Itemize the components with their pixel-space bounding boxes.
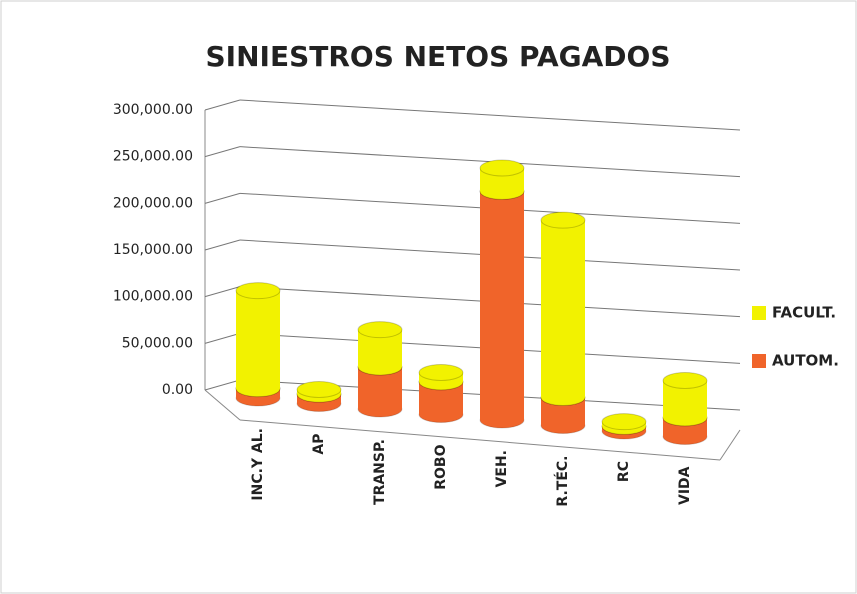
cylinder-top [418,364,464,381]
floor-edge [204,389,241,421]
cylinder-top [601,413,647,431]
y-tick-label: 150,000.00 [113,242,193,258]
bar [236,290,280,389]
y-tick-label: 300,000.00 [113,102,193,118]
x-tick-label: AP [311,434,327,455]
legend-swatch [752,306,766,320]
legend-swatch [752,354,766,368]
legend-label: FACULT. [772,304,836,322]
x-tick-label: TRANSP. [372,439,388,505]
x-tick-label: R.TÉC. [554,456,571,507]
grid-line [204,332,241,344]
floor-edge [239,419,721,461]
x-tick-label: ROBO [433,444,449,489]
grid-line [239,99,741,131]
bar [541,220,585,398]
y-tick-label: 50,000.00 [122,335,193,351]
bar [480,191,524,420]
grid-line [204,192,241,204]
grid-line [204,146,241,158]
cylinder-top [296,381,342,398]
x-tick-label: RC [616,461,632,482]
cylinder-top [662,372,708,389]
x-tick-label: VIDA [677,466,693,505]
x-tick-label: INC.Y AL. [250,428,266,501]
chart-title: SINIESTROS NETOS PAGADOS [206,40,671,73]
cylinder-top [479,159,525,177]
cylinder-top [357,321,403,339]
grid-line [204,379,241,391]
grid-line [204,239,241,251]
y-tick-label: 200,000.00 [113,195,193,211]
cylinder-top [540,211,586,229]
cylinder-top [235,282,281,300]
grid-line [204,286,241,298]
grid-line [204,99,241,111]
floor-edge [719,429,741,461]
legend-label: AUTOM. [772,352,839,370]
y-tick-label: 250,000.00 [113,149,193,165]
y-tick-label: 0.00 [162,382,193,398]
y-tick-label: 100,000.00 [113,289,193,305]
x-tick-label: VEH. [494,450,510,487]
